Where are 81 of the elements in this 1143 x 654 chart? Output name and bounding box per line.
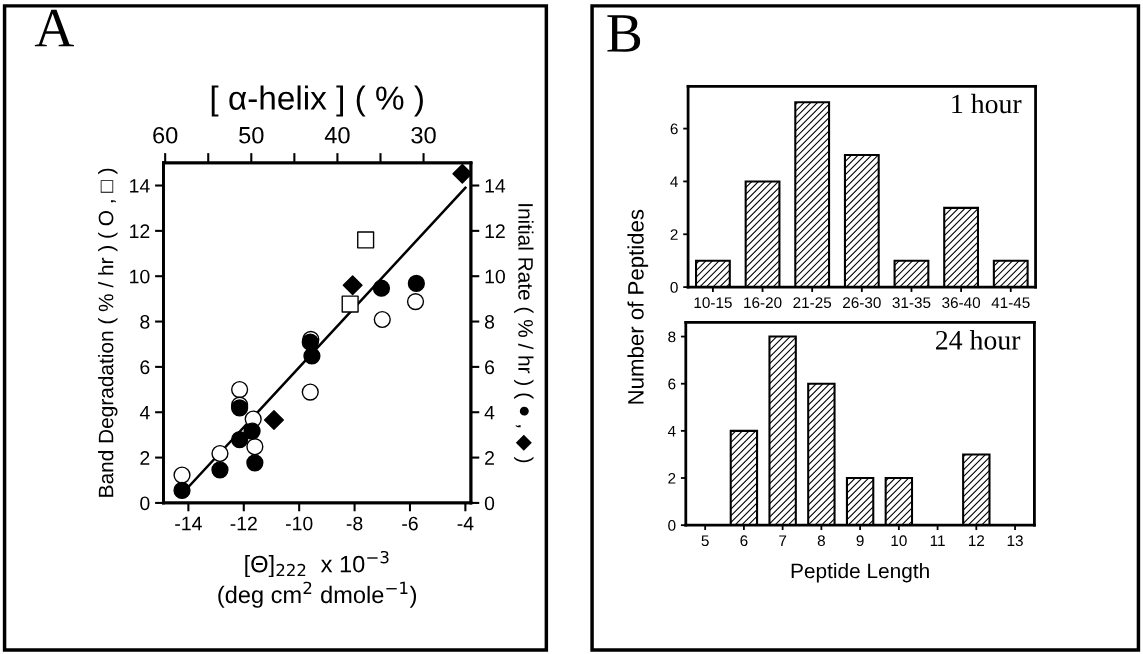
point — [407, 274, 425, 293]
y2-tick-label: 8 — [484, 315, 495, 329]
x-tick-label: 13 — [1007, 535, 1023, 547]
x-tick-label: -10 — [285, 516, 313, 531]
x2-tick-label: 40 — [324, 126, 350, 144]
x-axis-title: Peptide Length — [791, 563, 929, 583]
point — [452, 163, 471, 184]
point — [301, 383, 319, 401]
annotation: 1 hour — [952, 93, 1022, 114]
point — [246, 438, 264, 456]
x-tick-label: 8 — [817, 535, 825, 547]
y2-axis-title: Initial Rate ( % / hr ) ( ● , ◆ ) — [514, 204, 534, 463]
y-tick-label: 10 — [130, 269, 150, 284]
point — [211, 444, 229, 463]
text: [Θ]$_{222}$ x 10$^{−3}$ (deg cm$^{2}$ dmole$^{−1}$) — [218, 550, 417, 608]
y-tick-label: 0 — [140, 496, 150, 511]
point — [303, 347, 321, 365]
y-tick-label: 8 — [140, 315, 150, 329]
point — [231, 380, 249, 399]
x-tick-label: 16-20 — [744, 297, 782, 309]
y-tick-label: 14 — [130, 179, 150, 193]
point — [341, 295, 359, 313]
y2-tick-label: 6 — [485, 360, 495, 375]
point — [406, 292, 425, 311]
y2-tick-label: 4 — [484, 405, 495, 420]
x-tick-label: -8 — [346, 516, 363, 531]
x-tick-label: 11 — [930, 535, 945, 546]
y-tick-label: 4 — [139, 405, 150, 420]
y-tick-label: 8 — [668, 331, 676, 343]
point — [342, 275, 363, 296]
y2-tick-label: 14 — [485, 179, 506, 193]
x-tick-label: -12 — [230, 516, 257, 531]
x-tick-label: 36-40 — [942, 297, 981, 309]
y-tick-label: 2 — [670, 229, 678, 240]
x2-tick-label: 60 — [153, 126, 178, 144]
y-tick-label: 0 — [668, 520, 676, 531]
x-tick-label: 7 — [779, 535, 787, 546]
point — [263, 409, 284, 430]
x-tick-label: 10-15 — [694, 297, 732, 309]
x-tick-label: 10 — [891, 535, 907, 547]
y-tick-label: 6 — [140, 360, 150, 375]
point — [373, 310, 391, 329]
x2-tick-label: 30 — [411, 126, 436, 144]
x-tick-label: 12 — [968, 535, 985, 546]
y-tick-label: 2 — [140, 451, 150, 465]
point — [173, 481, 191, 500]
x-tick-label: 26-30 — [843, 297, 881, 309]
chart-title: A — [34, 9, 74, 47]
x-tick-label: 6 — [740, 535, 748, 547]
y-tick-label: 0 — [670, 281, 678, 293]
y-tick-label: 6 — [670, 123, 678, 135]
x-tick-label: -6 — [402, 516, 418, 531]
y-tick-label: 2 — [668, 472, 676, 484]
y2-tick-label: 10 — [485, 269, 505, 284]
x-tick-label: -14 — [175, 516, 202, 531]
point — [243, 422, 261, 440]
point — [357, 231, 375, 249]
y-tick-label: 4 — [670, 176, 678, 187]
x-tick-label: 5 — [701, 535, 709, 547]
point — [231, 431, 249, 449]
y-axis-title: Number of Peptides — [627, 209, 649, 404]
y2-tick-label: 12 — [485, 224, 505, 238]
annotation: 24 hour — [936, 330, 1021, 350]
y2-tick-label: 0 — [484, 496, 495, 511]
chart-title: B — [607, 15, 641, 52]
y-axis-title: Band Degradation ( % / hr ) ( O , □ ) — [98, 168, 118, 497]
x-tick-label: 31-35 — [892, 297, 931, 309]
point — [246, 454, 264, 472]
y-tick-label: 6 — [668, 378, 676, 390]
x-tick-label: 41-45 — [991, 297, 1030, 309]
point — [211, 461, 229, 479]
x-tick-label: -4 — [457, 516, 474, 531]
point — [372, 279, 391, 297]
x2-axis-title: [ α-helix ] ( % ) — [211, 85, 423, 117]
x2-tick-label: 50 — [239, 126, 264, 144]
y2-tick-label: 2 — [485, 451, 494, 465]
x-tick-label: 21-25 — [793, 297, 832, 309]
point — [173, 466, 191, 484]
x-tick-label: 9 — [856, 535, 864, 547]
y-tick-label: 12 — [130, 224, 150, 238]
y-tick-label: 4 — [667, 425, 676, 437]
